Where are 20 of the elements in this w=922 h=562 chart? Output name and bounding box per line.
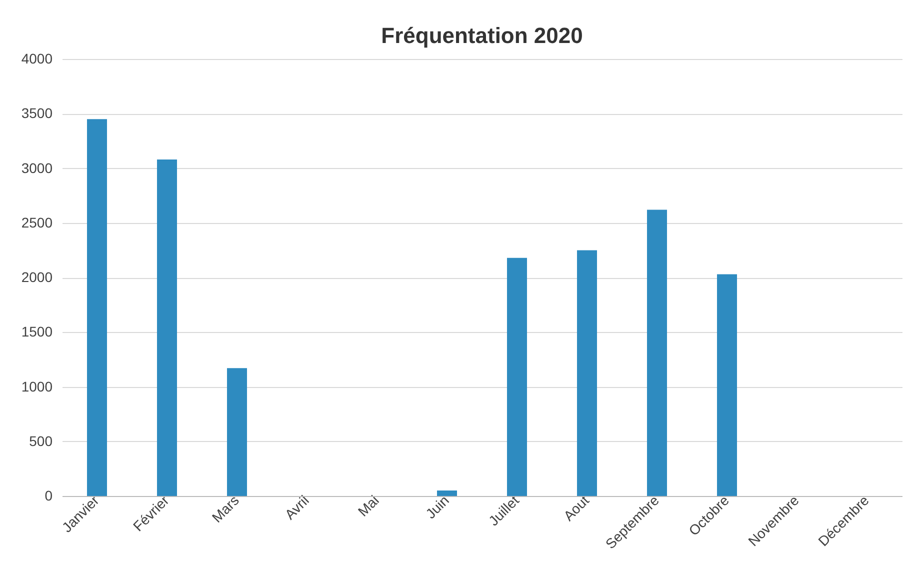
- x-tick-label: Mai: [354, 492, 382, 520]
- bar: [227, 368, 247, 496]
- chart-title: Fréquentation 2020: [381, 23, 583, 48]
- bar: [577, 250, 597, 496]
- y-tick-label: 3000: [21, 160, 53, 176]
- y-tick-label: 1000: [21, 378, 53, 394]
- y-tick-label: 4000: [21, 50, 53, 66]
- bar: [437, 490, 457, 496]
- y-tick-label: 2500: [21, 214, 53, 230]
- bar: [157, 160, 177, 496]
- y-tick-label: 0: [44, 488, 53, 504]
- bar: [507, 258, 527, 496]
- y-tick-label: 1500: [21, 324, 53, 340]
- bar: [717, 274, 737, 496]
- y-tick-label: 3500: [21, 105, 53, 122]
- y-tick-label: 2000: [21, 269, 53, 285]
- bar: [87, 119, 107, 496]
- y-tick-label: 500: [29, 432, 53, 449]
- x-tick-label: Juin: [422, 492, 452, 522]
- bar: [647, 210, 667, 496]
